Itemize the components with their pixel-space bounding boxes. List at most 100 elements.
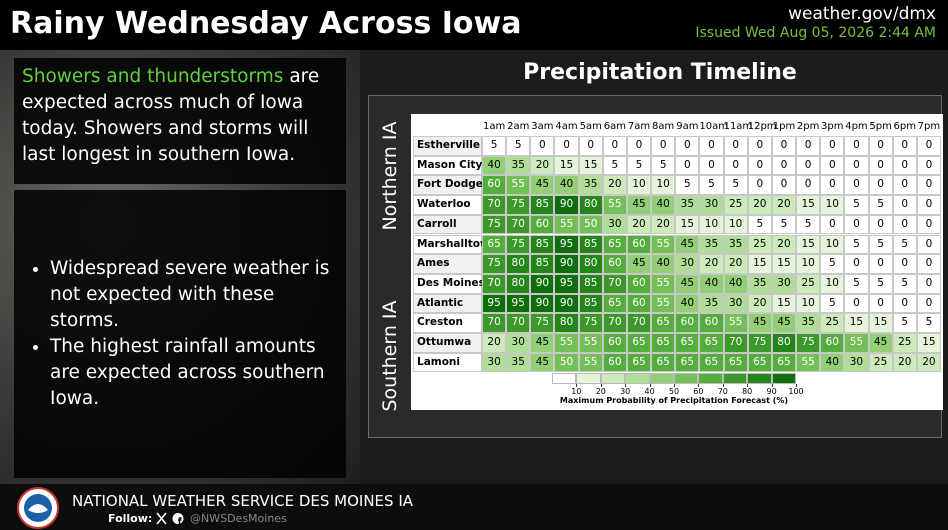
hour-label: 2pm [796,121,820,132]
probability-cell: 65 [675,333,700,353]
probability-cell: 15 [868,313,893,333]
probability-cell: 60 [602,254,627,274]
legend-tick [600,384,602,387]
probability-cell: 55 [651,273,676,294]
probability-cell: 15 [796,195,821,215]
probability-cell: 0 [868,254,893,274]
probability-cell: 85 [530,254,555,274]
probability-cell: 40 [651,195,676,215]
probability-cell: 5 [868,234,893,255]
location-name: Lamoni [413,352,482,373]
probability-cell: 30 [844,352,869,373]
probability-cell: 0 [844,293,869,314]
probability-cell: 0 [916,273,941,294]
probability-cell: 20 [723,254,748,274]
probability-cell: 60 [699,313,724,333]
probability-cell: 15 [771,293,797,314]
probability-cell: 0 [699,155,724,176]
probability-cell: 45 [675,273,700,294]
header-bar [0,0,948,50]
probability-cell: 60 [820,333,845,353]
hour-label: 4pm [845,121,868,132]
hour-label: 6pm [893,121,916,132]
probability-cell: 65 [651,313,676,333]
location-name: Estherville [413,136,482,156]
probability-cell: 60 [675,313,700,333]
probability-cell: 0 [868,155,893,176]
probability-cell: 0 [892,254,917,274]
issued-time: Issued Wed Aug 05, 2026 2:44 AM [695,25,936,41]
probability-cell: 0 [530,136,555,156]
website[interactable]: weather.gov/dmx [788,4,936,24]
probability-cell: 90 [530,273,555,294]
probability-cell: 70 [723,333,748,353]
probability-cell: 20 [602,175,627,196]
hour-label: 4am [555,121,578,132]
probability-cell: 25 [892,333,917,353]
legend-swatch [625,373,650,384]
probability-cell: 0 [892,214,917,235]
social-icons[interactable] [156,512,188,525]
probability-cell: 0 [868,214,893,235]
bullet-list: Widespread severe weather is not expecte… [14,190,346,412]
probability-cell: 5 [651,155,676,176]
hour-label: 7am [627,121,651,132]
probability-cell: 70 [482,313,507,333]
probability-cell: 85 [578,273,603,294]
hour-label: 12pm [747,121,777,132]
social-handle[interactable]: @NWSDesMoines [190,512,287,525]
probability-cell: 65 [675,352,700,373]
hour-label: 6am [603,121,626,132]
legend-tick-label: 70 [717,387,728,396]
probability-cell: 75 [796,333,821,353]
probability-cell: 50 [554,352,579,373]
probability-cell: 80 [578,254,603,274]
probability-cell: 55 [602,195,627,215]
nws-logo [17,487,59,529]
legend-tick [698,384,700,387]
probability-cell: 80 [554,313,579,333]
probability-cell: 35 [747,273,772,294]
probability-cell: 55 [506,175,531,196]
probability-cell: 0 [844,175,869,196]
probability-cell: 70 [506,214,531,235]
probability-cell: 0 [916,136,941,156]
probability-cell: 0 [868,293,893,314]
hour-label: 1pm [772,121,796,132]
probability-cell: 15 [578,155,603,176]
timeline-title: Precipitation Timeline [523,60,797,85]
probability-cell: 10 [723,214,748,235]
probability-cell: 95 [506,293,531,314]
probability-cell: 35 [675,195,700,215]
probability-cell: 35 [723,234,748,255]
probability-cell: 5 [626,155,652,176]
probability-cell: 55 [554,333,579,353]
hour-label: 8am [652,121,675,132]
probability-cell: 40 [820,352,845,373]
probability-cell: 80 [506,254,531,274]
probability-cell: 0 [820,155,845,176]
probability-cell: 0 [892,195,917,215]
probability-cell: 0 [699,136,724,156]
probability-cell: 35 [699,293,724,314]
legend-tick-label: 80 [742,387,753,396]
probability-cell: 85 [530,195,555,215]
probability-cell: 0 [675,155,700,176]
probability-cell: 15 [844,313,869,333]
legend-tick [576,384,578,387]
probability-cell: 55 [651,293,676,314]
probability-cell: 65 [699,333,724,353]
hour-label: 2am [507,121,530,132]
region-label: Northern IA [379,121,401,231]
probability-cell: 0 [916,293,941,314]
probability-cell: 5 [868,273,893,294]
probability-cell: 45 [771,313,797,333]
probability-cell: 55 [796,352,821,373]
probability-cell: 35 [506,352,531,373]
legend-label: Maximum Probability of Precipitation For… [559,396,789,405]
probability-cell: 0 [796,175,821,196]
probability-cell: 60 [626,234,652,255]
summary-box: Showers and thunderstorms are expected a… [14,58,346,184]
probability-cell: 15 [916,333,941,353]
